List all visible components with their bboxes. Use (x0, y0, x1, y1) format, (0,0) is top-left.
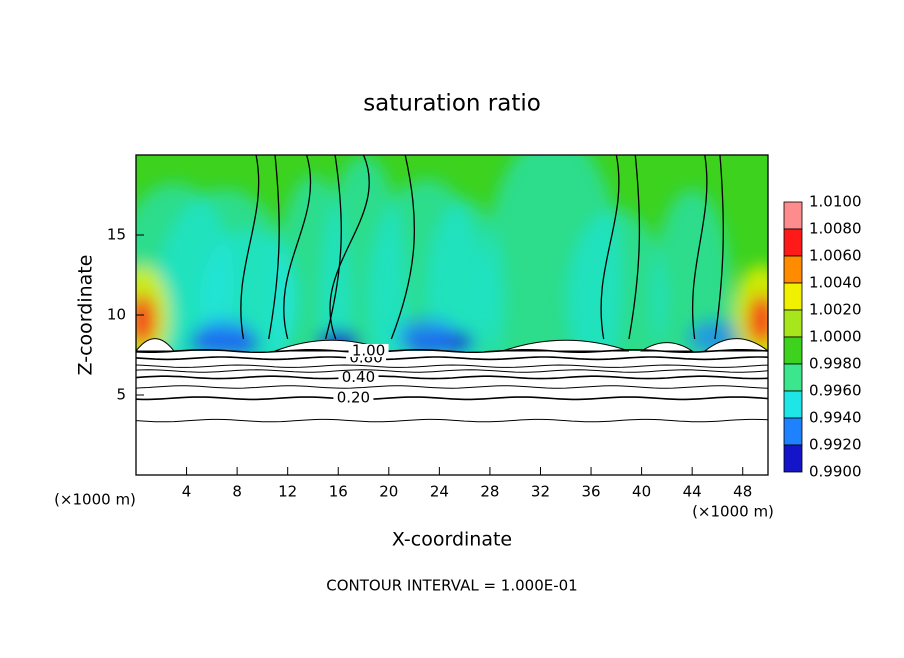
colorbar-label: 1.0020 (809, 301, 862, 319)
contour-line (136, 375, 768, 380)
colorbar-label: 1.0100 (809, 193, 862, 211)
contour-label-bg (338, 370, 379, 384)
y-tick-label: 5 (116, 386, 126, 404)
colorbar-label: 1.0000 (809, 328, 862, 346)
colorbar-swatch (783, 201, 803, 230)
colorbar-label: 0.9980 (809, 355, 862, 373)
colorbar-swatch (783, 309, 803, 338)
field-wet (747, 294, 768, 345)
x-tick-label: 32 (531, 483, 550, 501)
colorbar-swatch (783, 336, 803, 365)
contour-line (136, 364, 768, 368)
colorbar-label: 1.0080 (809, 220, 862, 238)
x-tick-label: 16 (329, 483, 348, 501)
field-lower (136, 351, 768, 475)
x-tick-label: 28 (480, 483, 499, 501)
plume-outline (600, 155, 641, 340)
contour-line (136, 396, 768, 401)
colorbar-label: 0.9920 (809, 436, 862, 454)
contour-label: 1.00 (352, 342, 385, 360)
colorbar-swatch (783, 363, 803, 392)
colorbar-label: 0.9960 (809, 382, 862, 400)
x-tick-label: 20 (379, 483, 398, 501)
x-tick-label: 4 (182, 483, 192, 501)
plume-outline (691, 155, 724, 340)
x-tick-label: 40 (632, 483, 651, 501)
chart-title: saturation ratio (363, 91, 541, 117)
y-axis-label: Z-coordinate (75, 255, 97, 376)
colorbar-label: 1.0040 (809, 274, 862, 292)
colorbar-label: 1.0060 (809, 247, 862, 265)
colorbar-label: 0.9900 (809, 463, 862, 481)
x-tick-label: 12 (278, 483, 297, 501)
x-tick-label: 44 (683, 483, 702, 501)
contour-label-bg (333, 391, 374, 405)
x-axis-label: X-coordinate (392, 529, 512, 551)
y-tick-label: 10 (107, 306, 126, 324)
x-tick-label: 36 (581, 483, 600, 501)
field: 0.200.400.801.00 (136, 155, 768, 475)
contour-line (136, 356, 768, 361)
x-tick-label: 8 (232, 483, 242, 501)
plume-outline (240, 155, 280, 340)
contour-label-bg (348, 344, 389, 357)
field-dry (396, 317, 457, 354)
colorbar-swatch (783, 282, 803, 311)
field-dry (194, 319, 255, 356)
x-tick-label: 48 (733, 483, 752, 501)
x-tick-label: 24 (430, 483, 449, 501)
contour-interval: CONTOUR INTERVAL = 1.000E-01 (326, 577, 577, 595)
field-wet (136, 294, 157, 345)
contour-line (136, 369, 768, 373)
contour-line (136, 385, 768, 389)
colorbar-swatch (783, 444, 803, 473)
contour-line (136, 348, 768, 354)
colorbar-swatch (783, 255, 803, 284)
x-unit-label: (×1000 m) (692, 503, 774, 521)
plume-outline (329, 155, 416, 340)
colorbar-swatch (783, 390, 803, 419)
colorbar-swatch (783, 228, 803, 257)
contour-label: 0.20 (337, 389, 370, 407)
colorbar-label: 0.9940 (809, 409, 862, 427)
contour-line (136, 418, 768, 423)
x-unit-label: (×1000 m) (54, 491, 136, 509)
colorbar-swatch (783, 417, 803, 446)
contour-label: 0.40 (342, 368, 375, 386)
y-tick-label: 15 (107, 226, 126, 244)
cloud-region (639, 342, 694, 352)
plume-outline (283, 155, 342, 340)
